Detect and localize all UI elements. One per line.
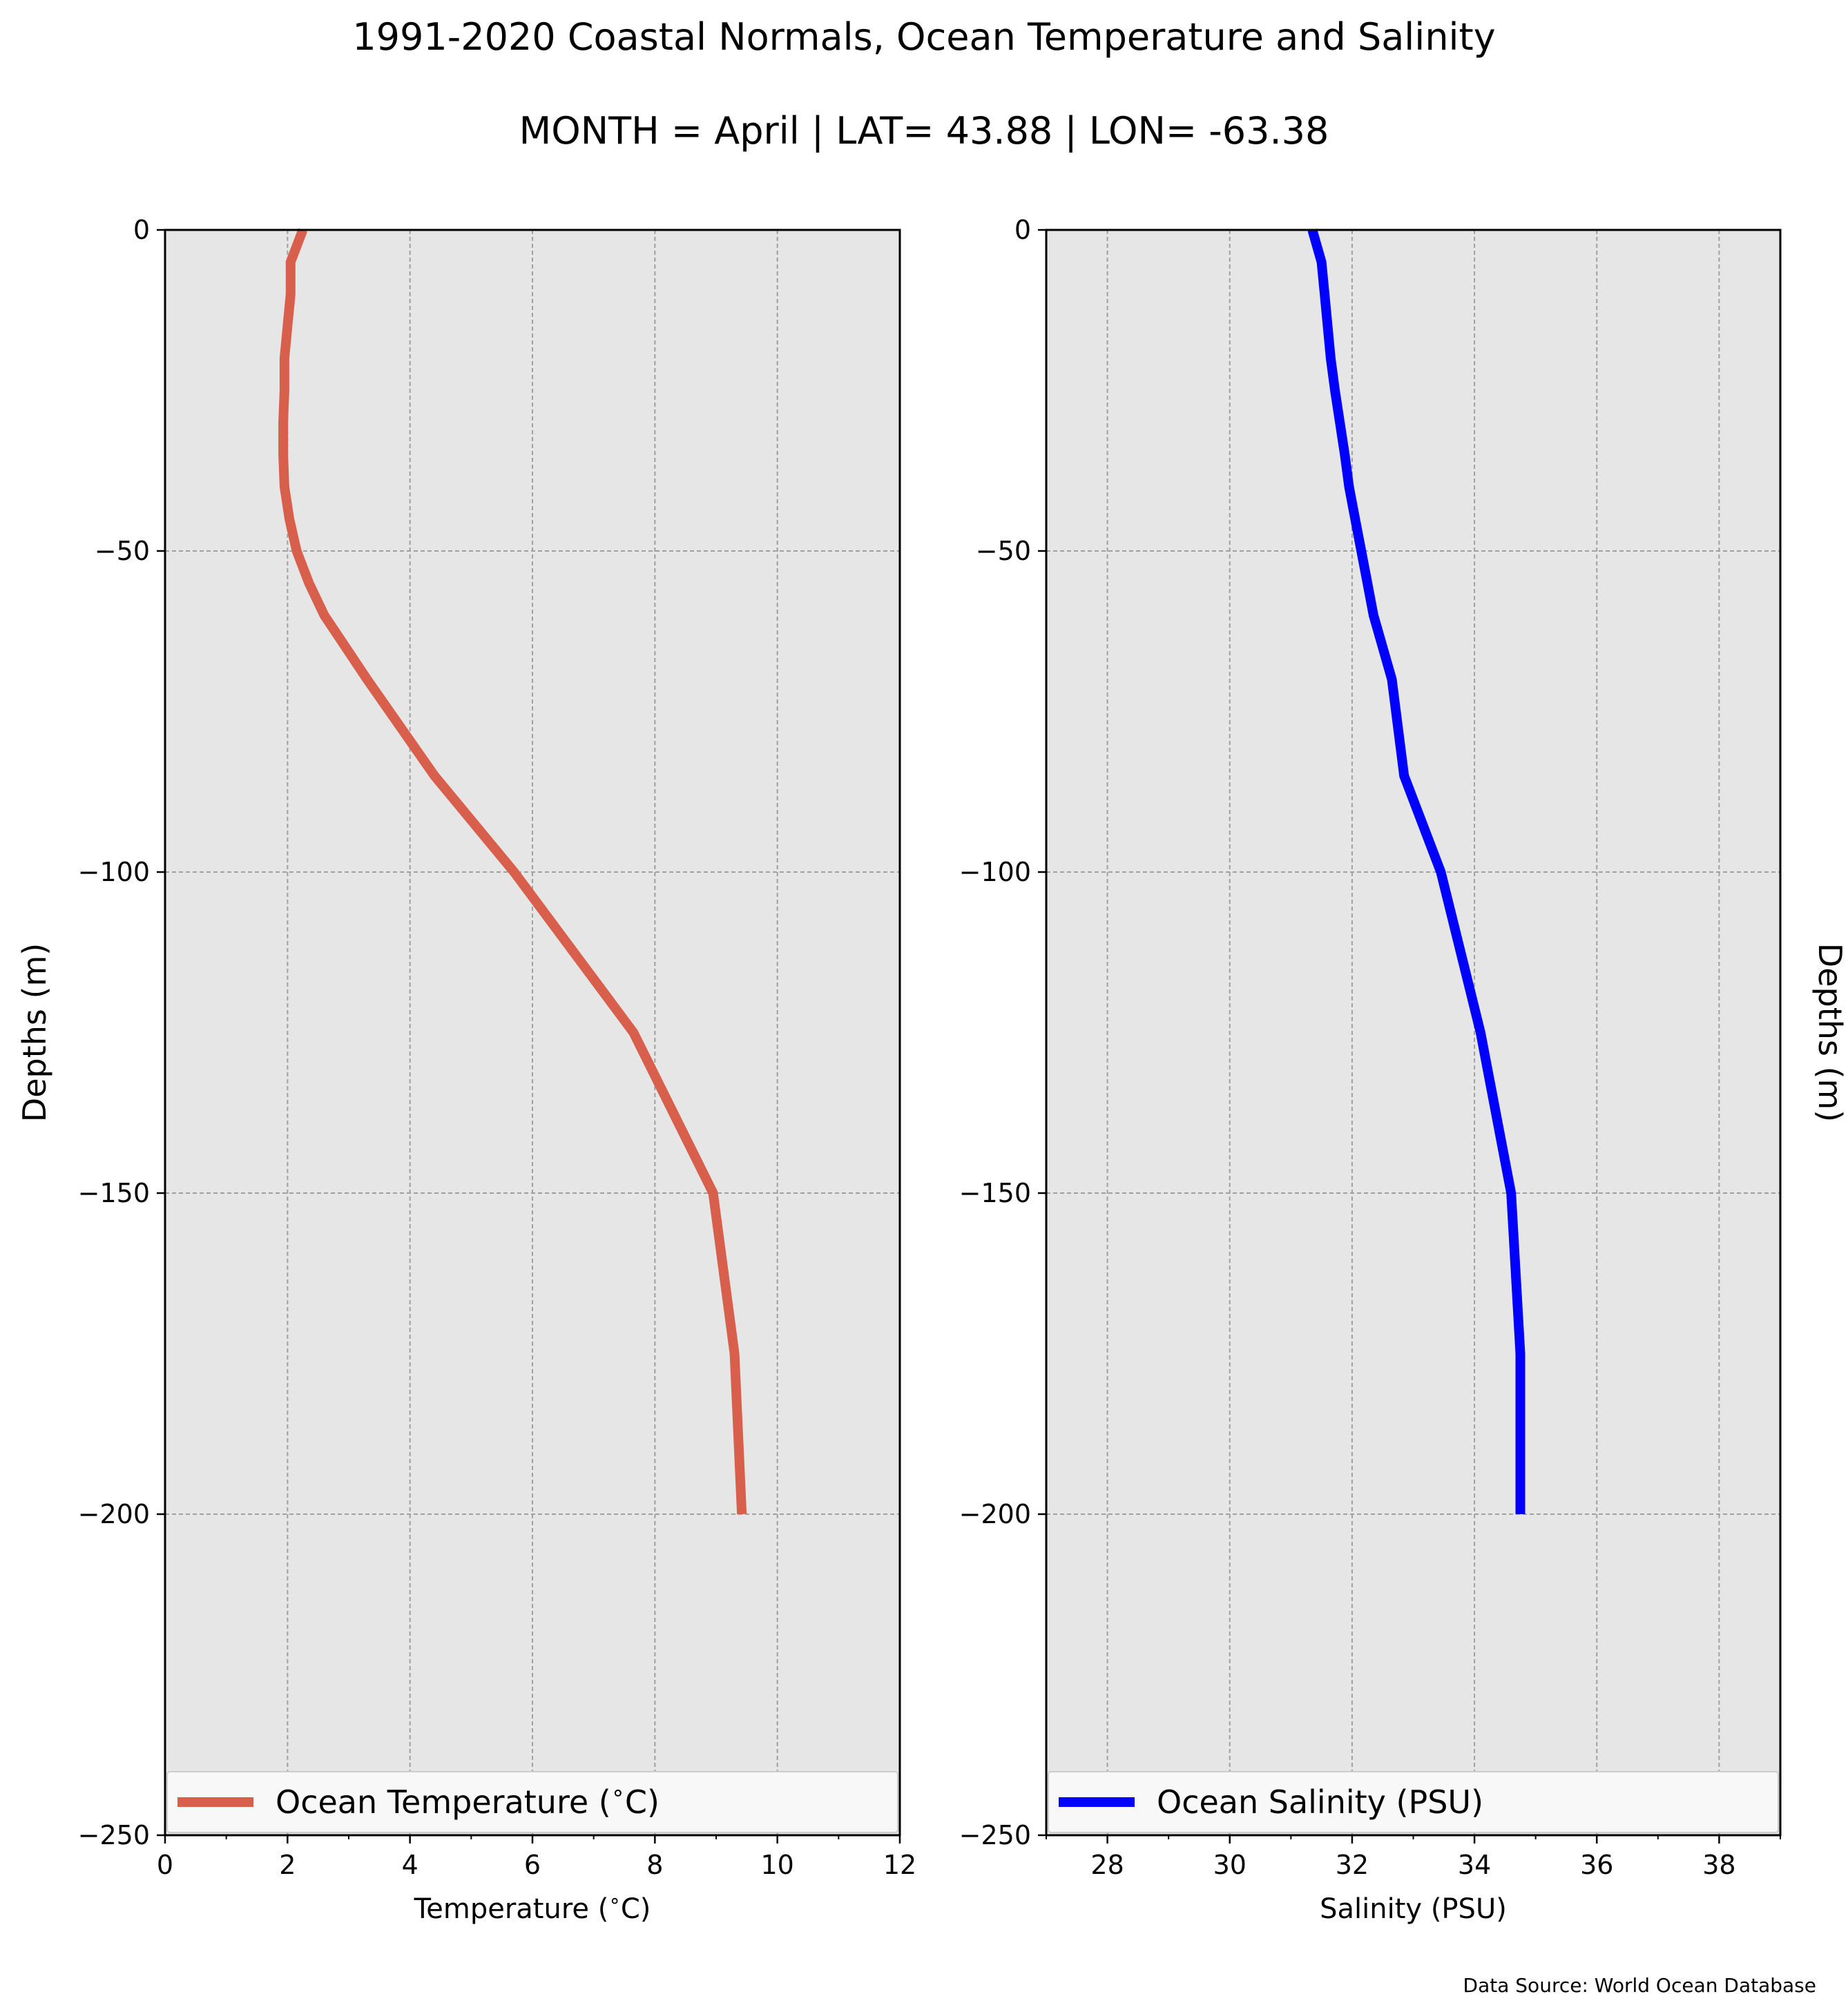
y-tick-label: −200 bbox=[959, 1499, 1031, 1529]
x-tick-label: 32 bbox=[1336, 1850, 1369, 1880]
x-tick-label: 4 bbox=[402, 1850, 418, 1880]
x-tick-label: 2 bbox=[279, 1850, 296, 1880]
x-tick-label: 12 bbox=[883, 1850, 916, 1880]
x-tick-label: 28 bbox=[1090, 1850, 1124, 1880]
legend-box bbox=[166, 1771, 898, 1833]
y-tick-label: −200 bbox=[78, 1499, 150, 1529]
y-tick-label: 0 bbox=[1014, 215, 1031, 245]
chart-panel-2: Ocean Salinity (PSU) 28 30 32 34 36 38 0 −50 −100… bbox=[959, 215, 1848, 1925]
series-line-1 bbox=[278, 228, 747, 1515]
y-tick-label: −100 bbox=[78, 857, 150, 887]
chart-panel-1: Ocean Temperature (∘C) 0 2 4 6 8 10 12 0 −50 −100 −… bbox=[16, 215, 916, 1925]
legend-label: Ocean Salinity (PSU) bbox=[1157, 1783, 1483, 1821]
x-tick-label: 34 bbox=[1458, 1850, 1491, 1880]
chart-subtitle: MONTH = April | LAT= 43.88 | LON= -63.38 bbox=[519, 109, 1329, 153]
x-axis-label: Salinity (PSU) bbox=[1320, 1893, 1507, 1925]
x-tick-label: 0 bbox=[157, 1850, 173, 1880]
y-tick-label: −100 bbox=[959, 857, 1031, 887]
y-tick-label: −150 bbox=[78, 1178, 150, 1208]
y-tick-label: −250 bbox=[78, 1820, 150, 1850]
y-tick-label: 0 bbox=[133, 215, 150, 245]
legend-box bbox=[1048, 1771, 1779, 1833]
x-axis-label: Temperature (∘C) bbox=[414, 1889, 651, 1926]
data-source-note: Data Source: World Ocean Database bbox=[1463, 1974, 1816, 1997]
x-tick-label: 10 bbox=[760, 1850, 793, 1880]
y-tick-label: −150 bbox=[959, 1178, 1031, 1208]
y-tick-label: −250 bbox=[959, 1820, 1031, 1850]
y-axis-label: Depths (m) bbox=[1811, 943, 1848, 1122]
x-tick-label: 8 bbox=[646, 1850, 663, 1880]
y-axis-label: Depths (m) bbox=[16, 943, 53, 1122]
x-tick-label: 6 bbox=[524, 1850, 541, 1880]
legend-label: Ocean Temperature (∘C) bbox=[276, 1779, 660, 1821]
x-tick-label: 30 bbox=[1213, 1850, 1247, 1880]
y-tick-label: −50 bbox=[95, 536, 150, 566]
chart-title: 1991-2020 Coastal Normals, Ocean Tempera… bbox=[352, 15, 1495, 59]
y-tick-label: −50 bbox=[976, 536, 1031, 566]
series-line-1 bbox=[1307, 229, 1525, 1514]
x-tick-label: 38 bbox=[1702, 1850, 1735, 1880]
x-tick-label: 36 bbox=[1580, 1850, 1613, 1880]
plot-area bbox=[1046, 230, 1780, 1835]
